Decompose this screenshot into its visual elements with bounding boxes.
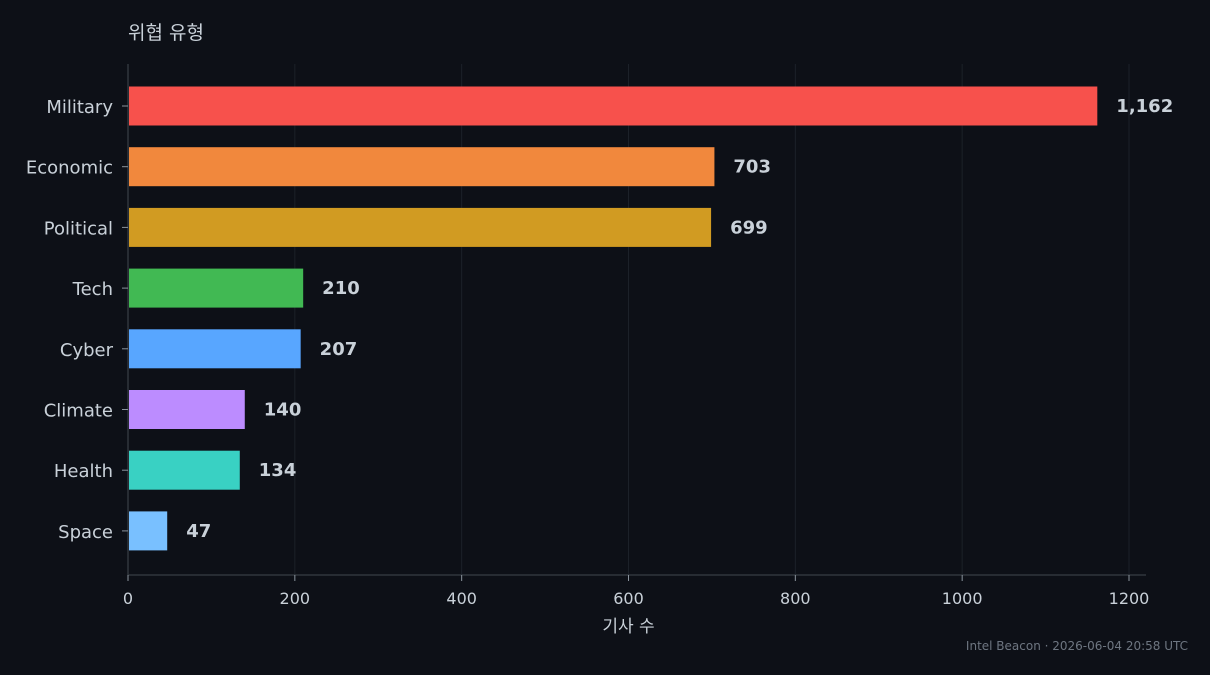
- value-label-political: 699: [730, 217, 768, 238]
- value-label-space: 47: [186, 521, 211, 542]
- category-label-tech: Tech: [72, 279, 113, 300]
- category-label-military: Military: [46, 97, 113, 118]
- bar-space: [129, 511, 168, 551]
- x-tick-label: 0: [123, 589, 133, 608]
- bar-series: 1,162 703 699 210 207 140 134 47: [129, 86, 1173, 551]
- x-tick-label: 1000: [942, 589, 983, 608]
- bar-military: [129, 86, 1098, 126]
- bar-tech: [129, 268, 304, 308]
- bar-climate: [129, 390, 245, 429]
- bar-economic: [129, 147, 715, 187]
- x-tick-label: 200: [280, 589, 311, 608]
- category-label-cyber: Cyber: [60, 340, 114, 361]
- category-labels: Military Economic Political Tech Cyber Climat…: [26, 97, 128, 543]
- value-label-health: 134: [259, 460, 297, 481]
- x-axis-title: 기사 수: [602, 617, 654, 637]
- value-label-climate: 140: [264, 400, 302, 421]
- footer-timestamp: Intel Beacon · 2026-06-04 20:58 UTC: [966, 639, 1188, 653]
- value-label-economic: 703: [733, 157, 771, 178]
- category-label-space: Space: [58, 522, 113, 543]
- x-tick-label: 1200: [1109, 589, 1150, 608]
- value-label-cyber: 207: [320, 339, 358, 360]
- vertical-gridlines: [294, 64, 1130, 575]
- x-axis-ticks: 0 200 400 600 800 1000 1200: [123, 575, 1149, 608]
- x-tick-label: 800: [780, 589, 811, 608]
- bar-cyber: [129, 329, 301, 369]
- category-label-climate: Climate: [44, 401, 113, 422]
- chart-title: 위협 유형: [128, 22, 204, 44]
- value-label-military: 1,162: [1116, 96, 1173, 117]
- x-tick-label: 600: [613, 589, 644, 608]
- value-label-tech: 210: [322, 278, 360, 299]
- category-label-political: Political: [44, 218, 113, 239]
- chart-axes: [127, 64, 1146, 576]
- bar-health: [129, 450, 240, 490]
- category-label-health: Health: [54, 461, 113, 482]
- bar-political: [129, 207, 712, 247]
- x-tick-label: 400: [446, 589, 477, 608]
- category-label-economic: Economic: [26, 158, 113, 179]
